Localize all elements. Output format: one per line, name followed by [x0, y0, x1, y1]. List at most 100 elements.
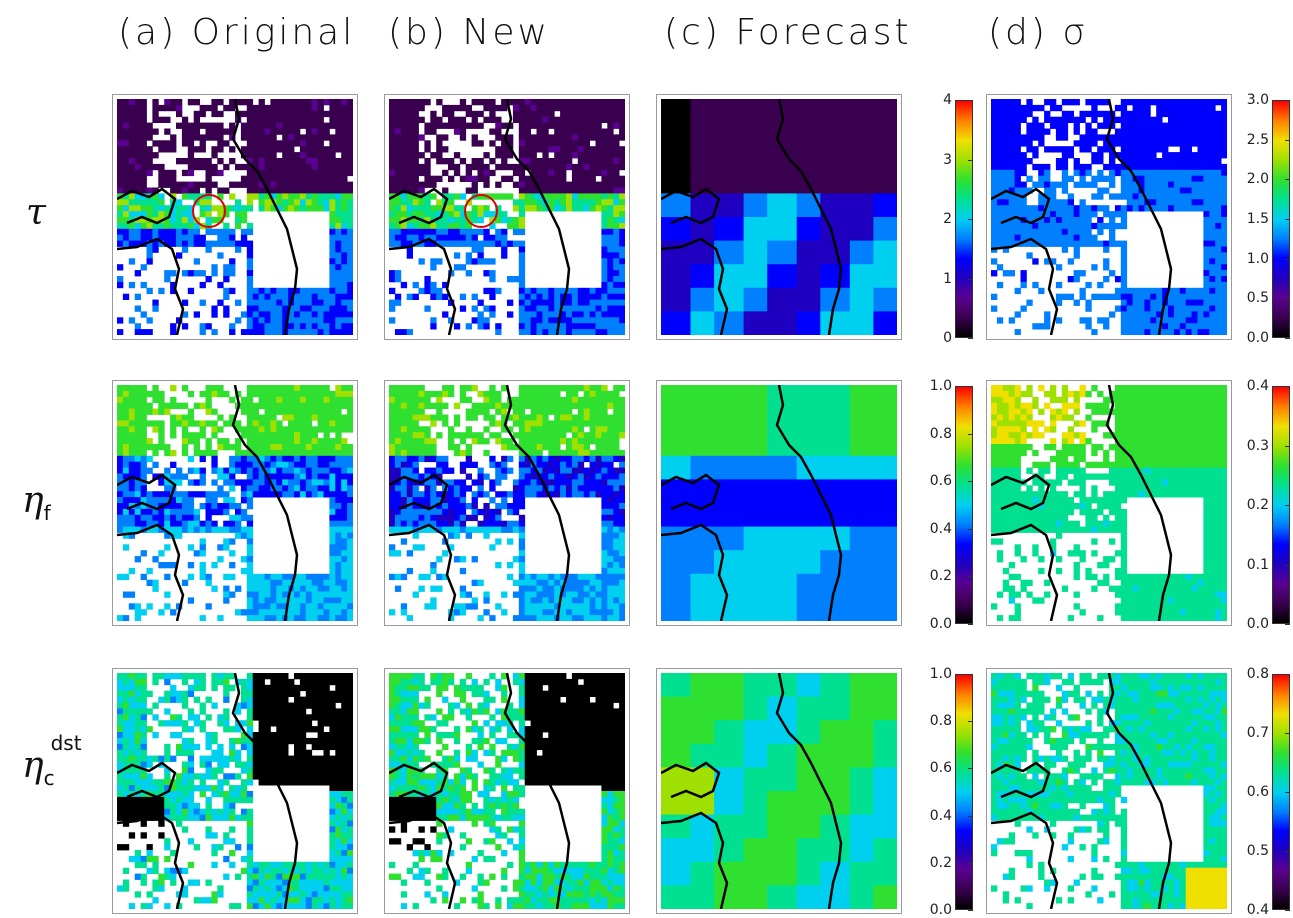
colorbar-tick: [1285, 851, 1290, 852]
colorbar-tick: [968, 279, 973, 280]
colorbar-tick: [968, 386, 973, 387]
colorbar-tick-label: 0.6: [930, 760, 952, 776]
colorbar-tick: [1285, 100, 1290, 101]
colorbar-tick-label: 0.2: [930, 855, 952, 871]
colorbar-tick-label: 0.2: [1247, 497, 1269, 513]
colorbar-tick: [968, 674, 973, 675]
map-panel-forecast-row3: [656, 668, 902, 914]
colorbar-tick-label: 0.0: [930, 616, 952, 632]
colorbar-tick: [968, 160, 973, 161]
map-panel-new-row1: [384, 94, 630, 340]
colorbar-tick: [968, 576, 973, 577]
colorbar-tick: [1285, 674, 1290, 675]
map-panel-original-row2: [112, 380, 358, 626]
colorbar-tick-label: 1.0: [930, 666, 952, 682]
map-image: [661, 673, 897, 909]
colorbar-tick-label: 0.3: [1247, 438, 1269, 454]
colorbar-tick: [1285, 446, 1290, 447]
map-image: [991, 99, 1227, 335]
row-label-eta-c-sup: dst: [51, 731, 82, 755]
colorbar-tick-label: 0.8: [930, 426, 952, 442]
colorbar-tick-label: 1.5: [1247, 211, 1269, 227]
map-image: [117, 673, 353, 909]
colorbar-tick-label: 0.4: [930, 808, 952, 824]
colorbar-tick: [968, 100, 973, 101]
colorbar-tick: [1285, 624, 1290, 625]
colorbar-tick-label: 0.0: [1247, 330, 1269, 346]
map-panel-new-row2: [384, 380, 630, 626]
map-image: [991, 385, 1227, 621]
colorbar-tick-label: 0: [943, 330, 952, 346]
colorbar-tick: [1285, 298, 1290, 299]
colorbar-tick-label: 0.8: [1247, 666, 1269, 682]
colorbar-tick-label: 2.5: [1247, 132, 1269, 148]
colorbar-tick: [1285, 219, 1290, 220]
map-panel-forecast-row2: [656, 380, 902, 626]
colorbar-tick-label: 4: [943, 92, 952, 108]
colorbar-etaf_main: [955, 386, 973, 624]
colorbar-tick: [968, 529, 973, 530]
colorbar-tick: [968, 624, 973, 625]
colorbar-etac_main: [955, 674, 973, 910]
map-image: [661, 99, 897, 335]
row-label-eta-f-sub: f: [44, 501, 51, 525]
column-title-forecast: (c) Forecast: [664, 12, 912, 53]
colorbar-tick-label: 0.0: [1247, 616, 1269, 632]
colorbar-tick-label: 0.2: [930, 568, 952, 584]
colorbar-tick-label: 2.0: [1247, 171, 1269, 187]
map-panel-forecast-row1: [656, 94, 902, 340]
colorbar-tick: [968, 768, 973, 769]
map-image: [389, 99, 625, 335]
colorbar-tick: [968, 481, 973, 482]
column-title-new: (b) New: [388, 12, 550, 53]
map-image: [389, 673, 625, 909]
colorbar-tick-label: 0.4: [930, 521, 952, 537]
row-label-tau-symbol: τ: [26, 192, 46, 233]
colorbar-tick: [968, 338, 973, 339]
map-panel-sigma-row3: [986, 668, 1232, 914]
map-image: [117, 385, 353, 621]
map-panel-sigma-row1: [986, 94, 1232, 340]
colorbar-tick: [968, 863, 973, 864]
colorbar-tick: [1285, 733, 1290, 734]
colorbar-tick: [1285, 792, 1290, 793]
map-image: [117, 99, 353, 335]
colorbar-tick: [968, 910, 973, 911]
colorbar-tick-label: 3: [943, 152, 952, 168]
row-label-tau: τ: [26, 192, 46, 233]
map-panel-original-row1: [112, 94, 358, 340]
colorbar-tick-label: 0.6: [930, 473, 952, 489]
colorbar-tick: [968, 721, 973, 722]
colorbar-tick: [968, 219, 973, 220]
map-panel-original-row3: [112, 668, 358, 914]
colorbar-tick-label: 2: [943, 211, 952, 227]
row-label-eta-c-dst: ηcdst: [22, 745, 86, 790]
map-image: [389, 385, 625, 621]
colorbar-tick: [1285, 179, 1290, 180]
colorbar-tick-label: 1.0: [1247, 251, 1269, 267]
colorbar-tick-label: 1: [943, 271, 952, 287]
colorbar-tick: [1285, 386, 1290, 387]
colorbar-tick: [1285, 910, 1290, 911]
colorbar-tick-label: 0.8: [930, 713, 952, 729]
row-label-eta-c-symbol: η: [22, 745, 44, 786]
colorbar-tick: [1285, 140, 1290, 141]
colorbar-tick-label: 3.0: [1247, 92, 1269, 108]
colorbar-tick: [968, 816, 973, 817]
column-title-original: (a) Original: [118, 12, 355, 53]
colorbar-tick-label: 0.4: [1247, 378, 1269, 394]
column-title-sigma: (d) σ: [988, 12, 1088, 53]
colorbar-tick-label: 0.1: [1247, 557, 1269, 573]
map-image: [661, 385, 897, 621]
map-image: [991, 673, 1227, 909]
colorbar-tick: [1285, 505, 1290, 506]
colorbar-tick-label: 0.5: [1247, 290, 1269, 306]
colorbar-tick-label: 0.6: [1247, 784, 1269, 800]
row-label-eta-f-symbol: η: [22, 480, 44, 521]
colorbar-tick: [968, 434, 973, 435]
map-panel-sigma-row2: [986, 380, 1232, 626]
map-panel-new-row3: [384, 668, 630, 914]
colorbar-tick-label: 0.7: [1247, 725, 1269, 741]
colorbar-tick-label: 1.0: [930, 378, 952, 394]
row-label-eta-f: ηf: [22, 480, 51, 525]
